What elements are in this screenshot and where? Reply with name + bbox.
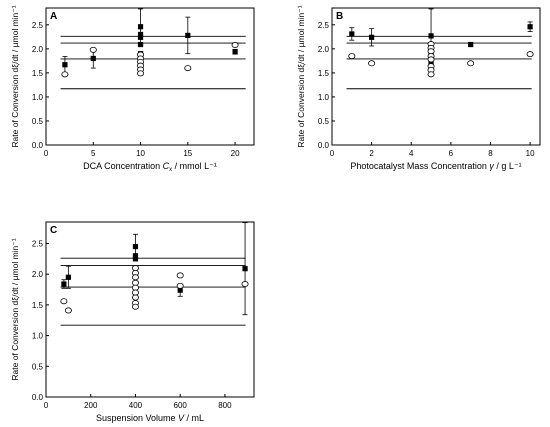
y-axis-label: Rate of Conversion dξ/dt / µmol min⁻¹ bbox=[296, 5, 306, 147]
x-tick-label: 800 bbox=[218, 401, 232, 410]
data-point-square bbox=[369, 34, 375, 40]
data-point-square bbox=[349, 31, 355, 37]
data-point-square bbox=[132, 256, 139, 262]
data-point-square bbox=[90, 55, 96, 62]
y-tick-label: 0.0 bbox=[318, 141, 330, 150]
x-tick-label: 200 bbox=[84, 401, 98, 410]
data-point-circle bbox=[61, 71, 69, 78]
data-point-square bbox=[137, 24, 144, 30]
data-point-circle bbox=[467, 60, 475, 67]
y-axis-label: Rate of Conversion dξ/dt / µmol min⁻¹ bbox=[10, 238, 20, 380]
x-tick-label: 8 bbox=[488, 149, 493, 158]
data-point-circle bbox=[176, 272, 184, 279]
data-point-circle bbox=[427, 71, 435, 78]
data-point-circle bbox=[427, 56, 435, 63]
x-tick-label: 0 bbox=[330, 149, 335, 158]
data-point-square bbox=[137, 34, 144, 40]
y-tick-label: 2.5 bbox=[32, 21, 44, 30]
x-axis-label: Photocatalyst Mass Concentration γ / g L… bbox=[350, 161, 521, 171]
x-tick-label: 10 bbox=[526, 149, 535, 158]
data-point-circle bbox=[176, 282, 184, 289]
x-tick-label: 5 bbox=[91, 149, 96, 158]
data-point-circle bbox=[368, 60, 376, 67]
data-point-square bbox=[232, 49, 238, 55]
panel-label: B bbox=[336, 11, 343, 22]
chart-panel-a: A 0 5 10 15 20 0.0 0.5 1.0 1.5 2.0 2.5 DCA Concentra… bbox=[10, 5, 255, 173]
x-tick-label: 400 bbox=[129, 401, 143, 410]
y-tick-label: 0.5 bbox=[32, 117, 44, 126]
data-point-square bbox=[62, 62, 68, 68]
y-tick-label: 1.0 bbox=[318, 93, 330, 102]
chart-panel-b: B 0 2 4 6 8 10 0.0 0.5 1.0 1.5 2.0 2.5 Photocatalyst … bbox=[296, 5, 541, 171]
data-point-square bbox=[185, 32, 191, 38]
x-tick-label: 6 bbox=[449, 149, 454, 158]
data-point-circle bbox=[348, 53, 356, 60]
panel-label: C bbox=[50, 225, 57, 236]
data-point-circle bbox=[231, 42, 239, 49]
y-tick-label: 0.0 bbox=[32, 141, 44, 150]
x-tick-label: 2 bbox=[369, 149, 374, 158]
data-point-circle bbox=[131, 265, 139, 272]
data-point-square bbox=[428, 33, 434, 39]
x-tick-label: 10 bbox=[136, 149, 145, 158]
y-tick-label: 1.0 bbox=[32, 332, 44, 341]
data-point-square bbox=[242, 266, 248, 272]
data-point-circle bbox=[184, 65, 192, 72]
data-point-square bbox=[61, 281, 67, 287]
data-point-circle bbox=[89, 46, 97, 53]
data-point-square bbox=[468, 41, 474, 48]
data-point-circle bbox=[131, 279, 139, 286]
data-point-square bbox=[132, 243, 139, 250]
x-tick-label: 15 bbox=[183, 149, 192, 158]
data-point-square bbox=[137, 41, 144, 48]
data-point-square bbox=[65, 274, 71, 280]
data-point-square bbox=[428, 60, 434, 66]
plot-frame bbox=[45, 221, 255, 398]
data-point-circle bbox=[60, 298, 68, 305]
plot-frame bbox=[45, 7, 255, 146]
data-point-square bbox=[177, 287, 183, 293]
data-point-circle bbox=[64, 307, 72, 314]
y-tick-label: 1.5 bbox=[32, 69, 44, 78]
x-tick-label: 20 bbox=[231, 149, 240, 158]
panel-label: A bbox=[50, 11, 57, 22]
data-point-circle bbox=[131, 274, 139, 281]
y-tick-label: 2.0 bbox=[32, 45, 44, 54]
chart-panel-c: C 0 200 400 600 800 0.0 0.5 1.0 1.5 2.0 2.5 Suspensi… bbox=[10, 221, 255, 423]
data-point-circle bbox=[131, 294, 139, 301]
x-tick-label: 0 bbox=[44, 149, 49, 158]
x-tick-label: 4 bbox=[409, 149, 414, 158]
x-axis-label: DCA Concentration Cx / mmol L⁻¹ bbox=[83, 161, 217, 173]
x-tick-label: 600 bbox=[174, 401, 188, 410]
y-axis-label: Rate of Conversion dξ/dt / µmol min⁻¹ bbox=[10, 5, 20, 147]
y-tick-label: 1.0 bbox=[32, 93, 44, 102]
y-tick-label: 0.5 bbox=[32, 362, 44, 371]
data-point-circle bbox=[526, 51, 534, 58]
data-point-square bbox=[527, 24, 533, 30]
y-tick-label: 2.5 bbox=[32, 239, 44, 248]
data-point-circle bbox=[241, 281, 249, 288]
data-point-circle bbox=[131, 289, 139, 296]
y-tick-label: 1.5 bbox=[32, 301, 44, 310]
y-tick-label: 0.5 bbox=[318, 117, 330, 126]
data-point-circle bbox=[131, 284, 139, 291]
y-tick-label: 0.0 bbox=[32, 393, 44, 402]
data-point-circle bbox=[137, 70, 145, 77]
y-tick-label: 2.0 bbox=[32, 270, 44, 279]
x-tick-label: 0 bbox=[44, 401, 49, 410]
data-point-square bbox=[132, 253, 139, 259]
plot-frame bbox=[331, 7, 541, 146]
y-tick-label: 2.0 bbox=[318, 45, 330, 54]
y-tick-label: 1.5 bbox=[318, 69, 330, 78]
y-tick-label: 2.5 bbox=[318, 21, 330, 30]
data-point-circle bbox=[131, 303, 139, 310]
x-axis-label: Suspension Volume V / mL bbox=[96, 413, 204, 423]
data-point-square bbox=[137, 31, 144, 38]
